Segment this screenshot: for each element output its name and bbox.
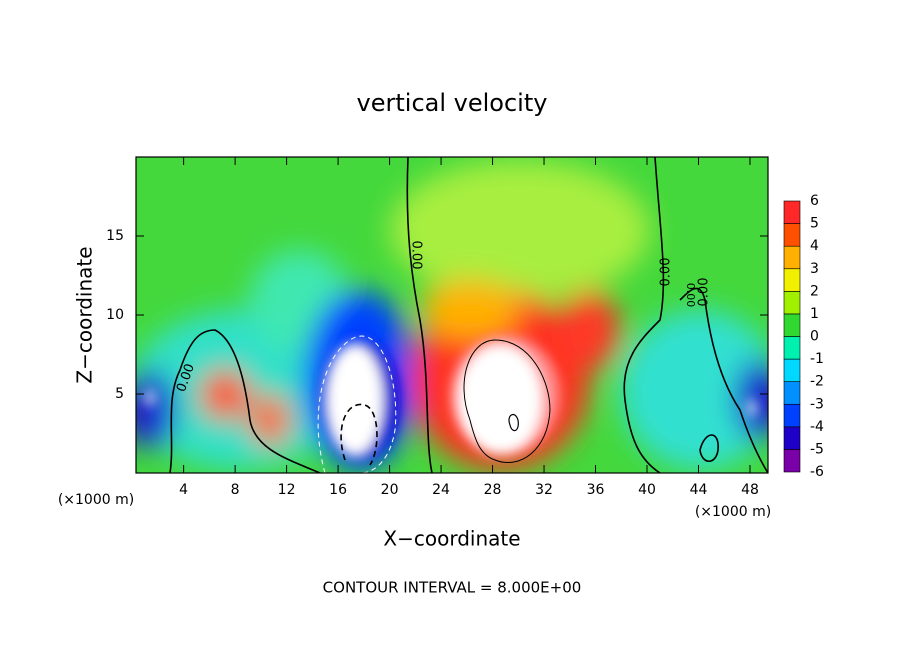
x-tick-label: 32: [535, 482, 553, 498]
y-tick-label: 10: [106, 307, 124, 323]
contour-label: 0.00: [659, 258, 674, 287]
x-unit-label: (×1000 m): [695, 504, 771, 520]
colorbar-band: [783, 358, 801, 382]
colorbar-band: [783, 426, 801, 450]
colorbar-band: [783, 403, 801, 428]
colorbar-label: 4: [810, 238, 819, 254]
colorbar-band: [783, 200, 801, 224]
colorbar-band: [783, 223, 801, 247]
colorbar-band: [783, 449, 801, 473]
x-tick-label: 16: [329, 482, 347, 498]
colorbar-label: -1: [810, 351, 824, 367]
chart-title: vertical velocity: [357, 89, 548, 117]
x-tick-label: 48: [741, 482, 759, 498]
x-tick-label: 36: [587, 482, 605, 498]
x-tick-label: 20: [381, 482, 399, 498]
contour-label: 0.00: [409, 241, 424, 270]
footer-note: CONTOUR INTERVAL = 8.000E+00: [323, 579, 582, 597]
colorbar-label: 2: [810, 283, 819, 299]
colorbar-band: [783, 245, 801, 270]
y-axis-label: Z−coordinate: [73, 246, 97, 383]
x-tick-label: 8: [231, 482, 240, 498]
colorbar-label: -5: [810, 441, 824, 457]
y-tick-label: 15: [106, 228, 124, 244]
x-unit-label: (×1000 m): [58, 492, 134, 508]
x-tick-label: 4: [179, 482, 188, 498]
y-tick-label: 5: [115, 386, 124, 402]
x-tick-label: 40: [638, 482, 656, 498]
colorbar-band: [783, 313, 801, 337]
colorbar-label: -2: [810, 374, 824, 390]
x-tick-label: 44: [690, 482, 708, 498]
colorbar-label: -4: [810, 419, 824, 435]
field: [136, 157, 768, 473]
colorbar-band: [783, 336, 801, 360]
contour-label: 0.00: [684, 283, 697, 308]
colorbar-band: [783, 291, 801, 315]
x-tick-label: 24: [432, 482, 450, 498]
colorbar-label: -3: [810, 396, 824, 412]
x-axis-label: X−coordinate: [383, 527, 520, 551]
x-tick-label: 28: [484, 482, 502, 498]
contour-label: 0.00: [697, 278, 712, 307]
x-tick-label: 12: [278, 482, 296, 498]
colorbar-label: 6: [810, 193, 819, 209]
colorbar-band: [783, 268, 801, 292]
colorbar-label: -6: [810, 464, 824, 480]
colorbar-label: 5: [810, 216, 819, 232]
colorbar-band: [783, 381, 801, 405]
colorbar-label: 0: [810, 329, 819, 345]
colorbar-label: 3: [810, 261, 819, 277]
colorbar-label: 1: [810, 306, 819, 322]
